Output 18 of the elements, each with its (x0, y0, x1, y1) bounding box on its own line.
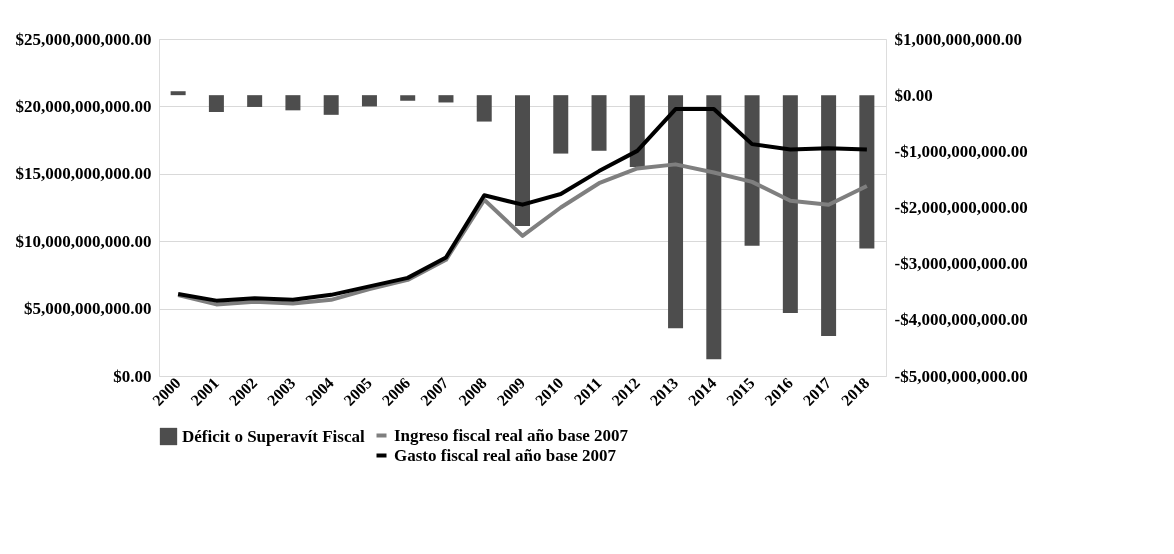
y2-tick-label: -$4,000,000,000.00 (894, 310, 1028, 330)
legend-label: Déficit o Superavít Fiscal (182, 426, 365, 446)
y-tick-label: $20,000,000,000.00 (15, 96, 152, 116)
y2-tick-label: $1,000,000,000.00 (894, 29, 1022, 49)
y-tick-label: $15,000,000,000.00 (15, 164, 152, 184)
x-tick-label: 2011 (570, 374, 605, 409)
legend-label: Gasto fiscal real año base 2007 (394, 445, 617, 465)
y-tick-label: $10,000,000,000.00 (15, 231, 152, 251)
y-tick-label: $0.00 (113, 366, 152, 386)
y2-tick-label: -$3,000,000,000.00 (894, 254, 1028, 274)
legend-label: Ingreso fiscal real año base 2007 (394, 425, 629, 445)
y2-tick-label: -$2,000,000,000.00 (894, 198, 1028, 217)
line-series (176, 107, 869, 303)
y2-tick-label: -$5,000,000,000.00 (894, 366, 1028, 386)
y2-tick-label: -$1,000,000,000.00 (894, 141, 1028, 161)
y-tick-label: $25,000,000,000.00 (15, 29, 152, 49)
y2-tick-label: $0.00 (894, 85, 933, 105)
y-tick-label: $5,000,000,000.00 (24, 299, 152, 319)
